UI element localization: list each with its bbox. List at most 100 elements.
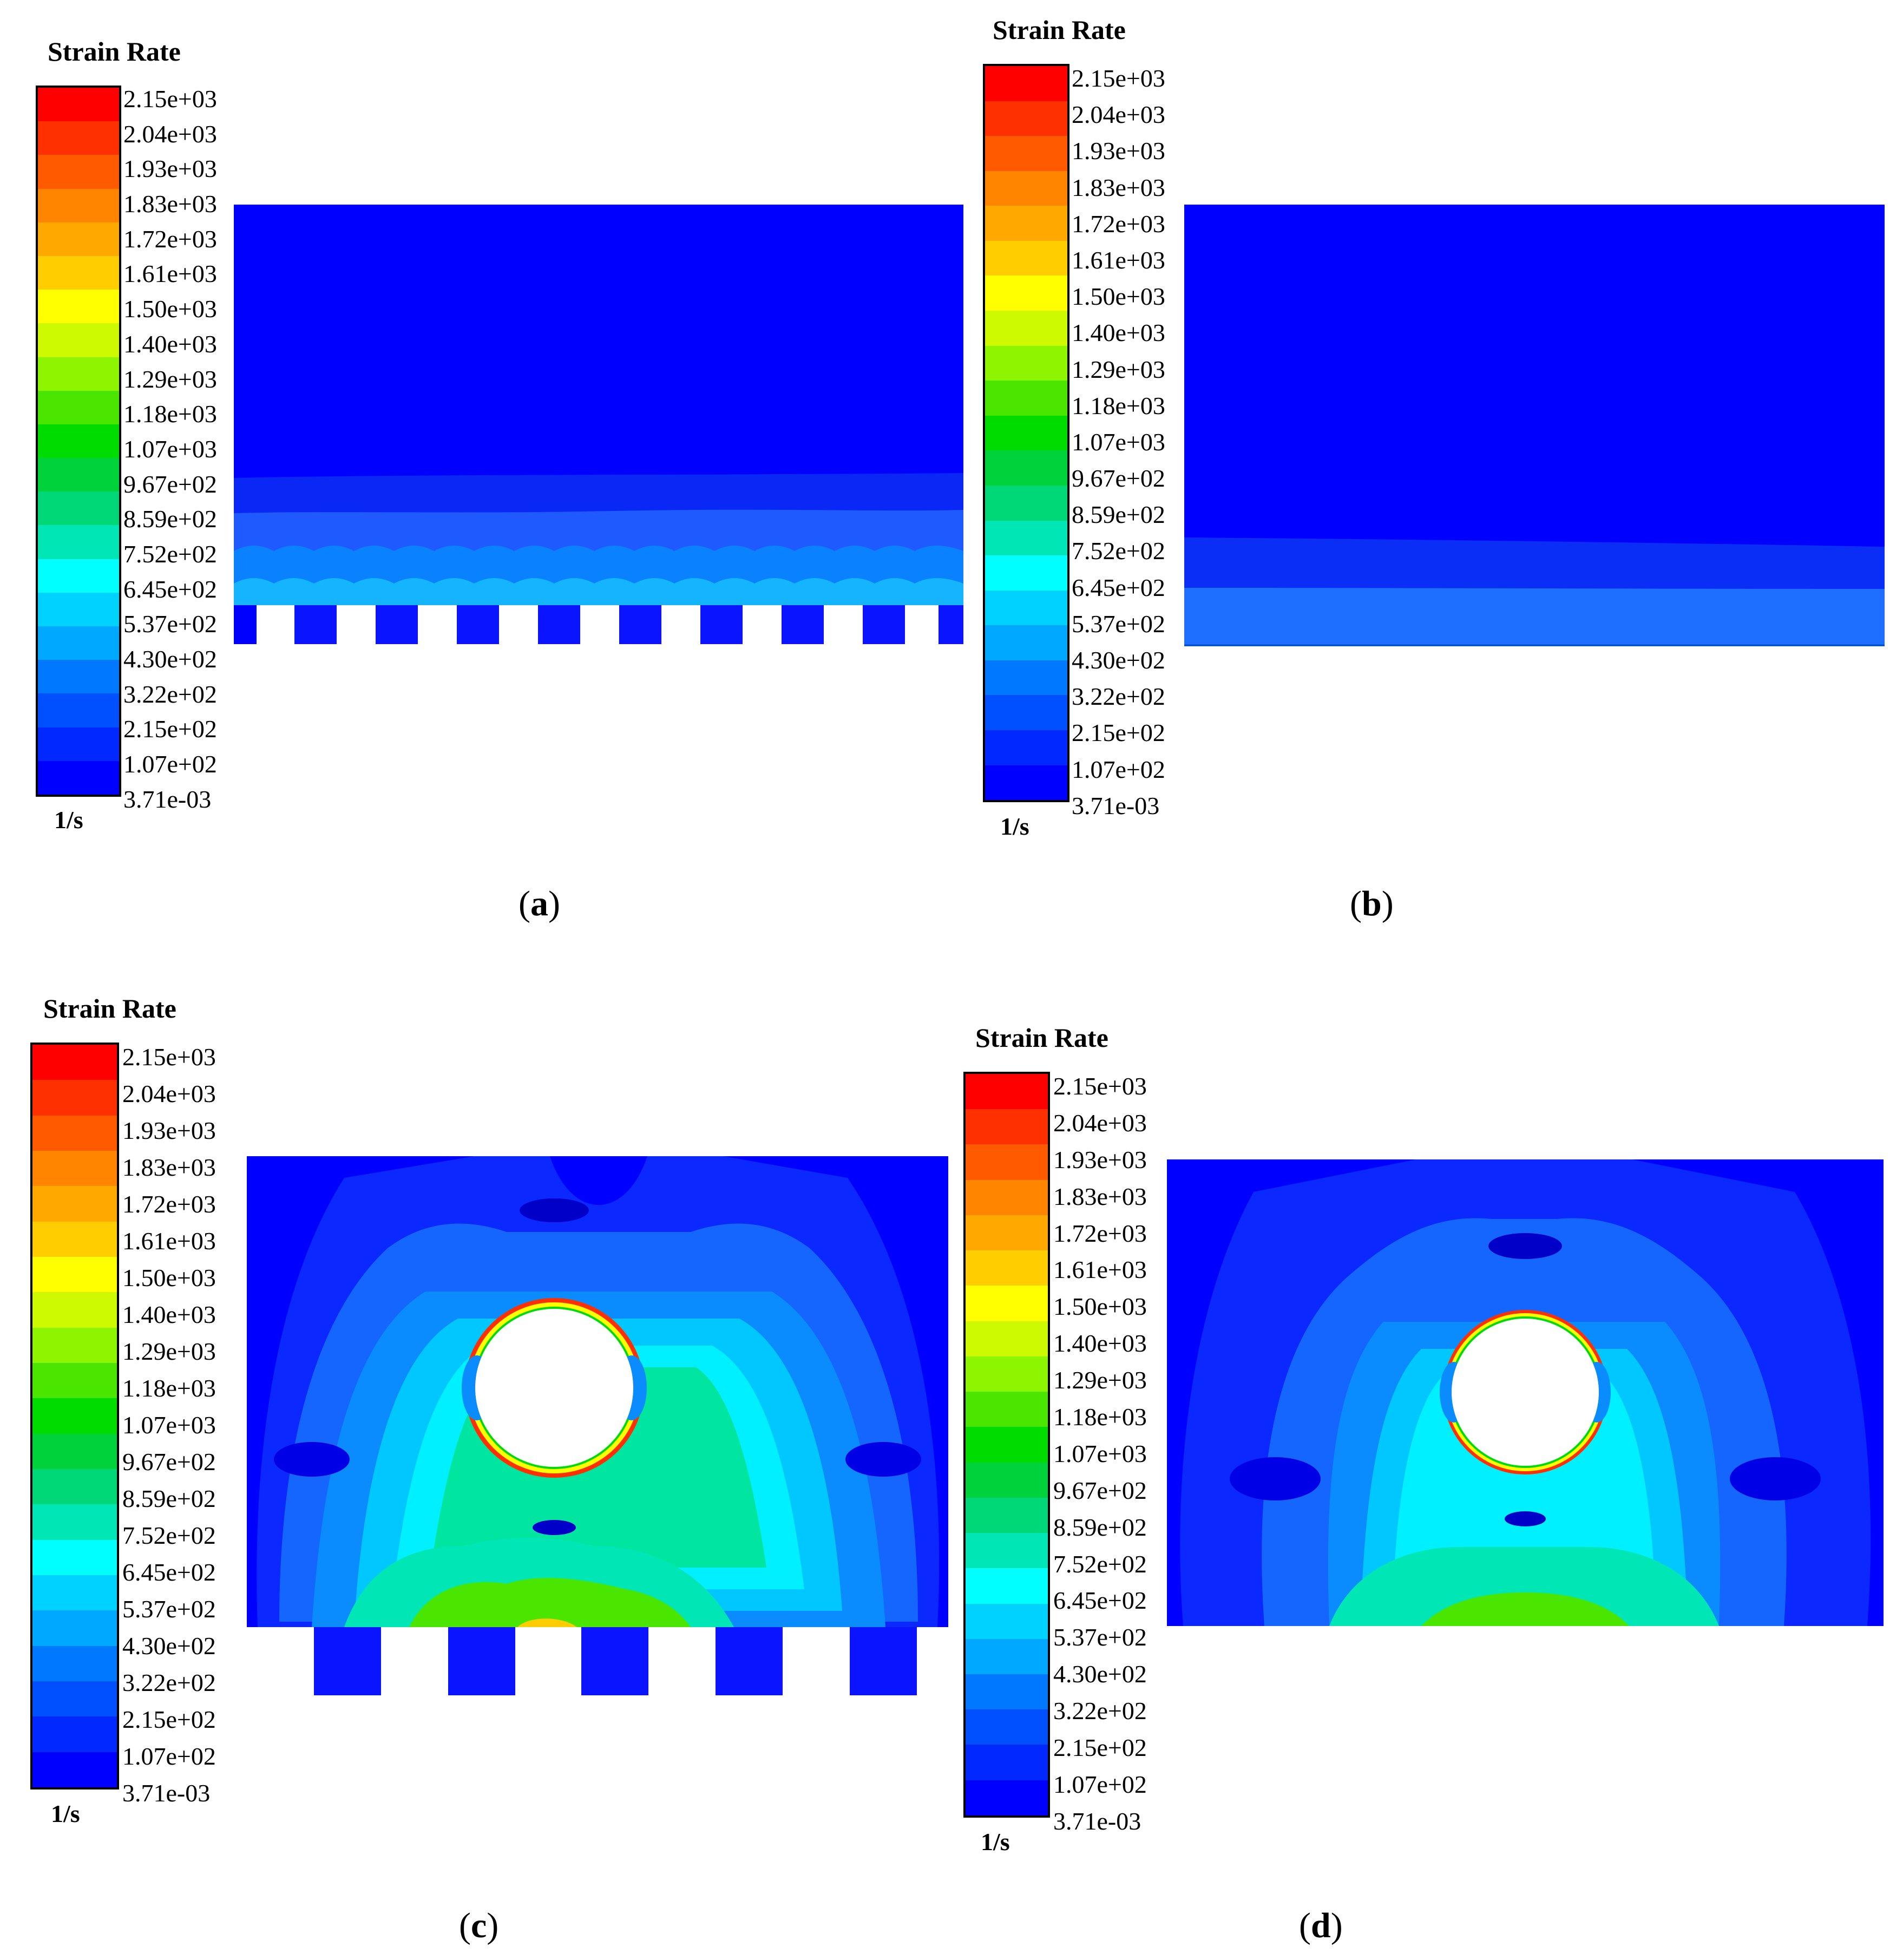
contour-plot-b: [1184, 205, 1885, 646]
colorbar-tick-label: 1.18e+03: [1072, 391, 1165, 419]
colorbar-tick-label: 1.40e+03: [123, 330, 217, 358]
caption-c: (c): [459, 1905, 498, 1946]
dark-spot-left: [1230, 1457, 1321, 1500]
colorbar-tick-label: 2.04e+03: [122, 1080, 216, 1107]
contour-plot-c: [247, 1156, 948, 1695]
colorbar-tick-label: 2.15e+03: [122, 1043, 216, 1071]
colorbar-band: [966, 1533, 1048, 1569]
colorbar-band: [966, 1215, 1048, 1251]
colorbar-band: [985, 381, 1067, 416]
caption-a: (a): [519, 883, 560, 925]
colorbar-band: [966, 1392, 1048, 1427]
colorbar-band: [966, 1709, 1048, 1745]
colorbar-band: [38, 88, 119, 122]
colorbar-tick-label: 1.61e+03: [122, 1227, 216, 1255]
colorbar-band: [985, 555, 1067, 591]
colorbar-tick-label: 3.22e+02: [123, 680, 217, 708]
colorbar-tick-label: 1.83e+03: [1053, 1182, 1147, 1210]
colorbar-band: [985, 695, 1067, 730]
bottom-wall-band-inner: [1421, 1592, 1629, 1626]
caption-letter: d: [1310, 1906, 1331, 1945]
colorbar-band: [985, 345, 1067, 381]
colorbar-band: [38, 121, 119, 155]
colorbar-band: [32, 1646, 117, 1681]
colorbar-tick-label: 2.15e+02: [1072, 719, 1165, 747]
colorbar-tick-label: 5.37e+02: [1053, 1623, 1147, 1651]
colorbar-tick-label: 1.50e+03: [122, 1264, 216, 1292]
colorbar-band: [966, 1603, 1048, 1639]
colorbar-tick-label: 5.37e+02: [123, 610, 217, 638]
cylinder: [475, 1309, 633, 1467]
colorbar-band: [38, 491, 119, 526]
colorbar-band: [985, 276, 1067, 311]
colorbar-tick-label: 8.59e+02: [123, 505, 217, 533]
caption-close: ): [487, 1906, 499, 1945]
colorbar-tick-label: 9.67e+02: [123, 470, 217, 498]
colorbar-tick-label: 1.50e+03: [123, 295, 217, 323]
colorbar-band: [985, 415, 1067, 451]
colorbar-band: [38, 222, 119, 256]
colorbar-band: [985, 101, 1067, 136]
colorbar-band: [985, 730, 1067, 765]
colorbar-band: [32, 1186, 117, 1222]
colorbar-band: [32, 1433, 117, 1469]
bottom-wall-band-inner: [409, 1578, 691, 1627]
colorbar-tick-label: 2.04e+03: [123, 120, 217, 148]
colorbar-tick-label: 2.15e+03: [123, 85, 217, 113]
colorbar-band: [966, 1462, 1048, 1498]
colorbar-band: [38, 525, 119, 559]
colorbar-tick-label: 7.52e+02: [122, 1522, 216, 1549]
colorbar-tick-label: 1.40e+03: [1072, 319, 1165, 347]
colorbar-tick-label: 1.07e+03: [123, 435, 217, 463]
colorbar-tick-label: 8.59e+02: [1072, 501, 1165, 529]
colorbar-band: [985, 660, 1067, 696]
colorbar-tick-label: 6.45e+02: [1053, 1587, 1147, 1615]
colorbar-tick-label: 1.29e+03: [123, 365, 217, 393]
contour-plot-a: [234, 205, 963, 644]
cavity-row-a: [234, 605, 963, 644]
colorbar-tick-label: 1.83e+03: [123, 190, 217, 218]
colorbar-band: [32, 1327, 117, 1363]
dark-spot-right: [1730, 1457, 1821, 1500]
colorbar-band: [966, 1286, 1048, 1321]
colorbar-tick-label: 2.04e+03: [1053, 1109, 1147, 1137]
colorbar-tick-label: 2.04e+03: [1072, 101, 1165, 129]
colorbar-tick-label: 1.72e+03: [1072, 209, 1165, 238]
colorbar-tick-label: 1.18e+03: [1053, 1403, 1147, 1431]
colorbar-band: [966, 1074, 1048, 1110]
colorbar-band: [38, 188, 119, 222]
colorbar-tick-label: 2.15e+02: [1053, 1734, 1147, 1762]
colorbar-c: [30, 1043, 119, 1789]
cylinder: [1452, 1319, 1599, 1466]
colorbar-tick-label: 8.59e+02: [122, 1485, 216, 1512]
dark-spot-right: [845, 1442, 921, 1477]
colorbar-band: [38, 323, 119, 357]
colorbar-title-c: Strain Rate: [43, 993, 176, 1024]
bottom-wall-hot: [517, 1618, 577, 1627]
colorbar-unit-a: 1/s: [54, 806, 83, 834]
dark-spot-left: [274, 1442, 350, 1477]
colorbar-band: [966, 1321, 1048, 1356]
colorbar-tick-label: 2.15e+03: [1072, 64, 1165, 92]
colorbar-band: [32, 1752, 117, 1787]
colorbar-band: [985, 311, 1067, 346]
colorbar-tick-label: 1.40e+03: [122, 1301, 216, 1328]
colorbar-tick-label: 1.93e+03: [1072, 137, 1165, 165]
colorbar-tick-label: 4.30e+02: [123, 645, 217, 673]
colorbar-band: [966, 1109, 1048, 1145]
colorbar-band: [38, 290, 119, 324]
caption-d: (d): [1299, 1905, 1343, 1946]
colorbar-tick-label: 2.15e+02: [123, 715, 217, 743]
colorbar-tick-label: 4.30e+02: [1053, 1660, 1147, 1688]
colorbar-tick-label: 5.37e+02: [1072, 609, 1165, 638]
colorbar-band: [985, 136, 1067, 171]
colorbar-title-b: Strain Rate: [993, 15, 1126, 45]
colorbar-tick-label: 1.72e+03: [122, 1190, 216, 1218]
colorbar-title-a: Strain Rate: [48, 36, 181, 67]
colorbar-tick-label: 2.15e+03: [1053, 1072, 1147, 1100]
colorbar-tick-label: 1.50e+03: [1053, 1293, 1147, 1321]
colorbar-tick-label: 4.30e+02: [1072, 646, 1165, 674]
colorbar-tick-label: 7.52e+02: [123, 540, 217, 568]
colorbar-tick-label: 1.07e+03: [1072, 428, 1165, 456]
colorbar-tick-label: 1.18e+03: [122, 1374, 216, 1402]
